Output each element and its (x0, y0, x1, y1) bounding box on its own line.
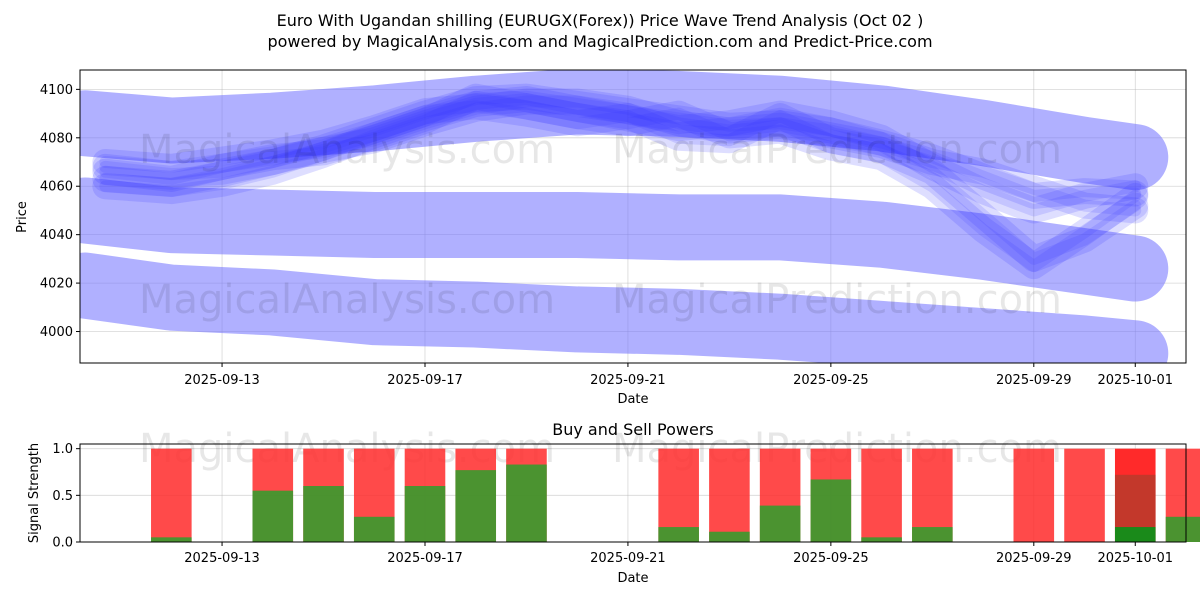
price-y-label: Price (15, 201, 30, 233)
power-x-tick-label: 2025-09-17 (387, 551, 463, 566)
price-y-tick-label: 4020 (40, 277, 73, 292)
sell-bar (1013, 448, 1055, 542)
price-y-tick-label: 4080 (40, 131, 73, 146)
power-x-tick-label: 2025-09-25 (793, 551, 869, 566)
price-x-tick-label: 2025-10-01 (1097, 373, 1173, 388)
figure-title-line2: powered by MagicalAnalysis.com and Magic… (267, 32, 932, 51)
price-x-ticks: 2025-09-13 2025-09-17 2025-09-21 2025-09-25… (184, 363, 1173, 388)
power-x-label: Date (617, 571, 648, 586)
price-wave-core-2 (99, 93, 1142, 217)
price-waves (92, 83, 1149, 280)
buy-bar (658, 527, 699, 542)
price-y-tick-label: 4000 (40, 325, 73, 340)
power-title: Buy and Sell Powers (552, 420, 714, 439)
price-y-tick-label: 4040 (40, 228, 73, 243)
price-y-tick-label: 4060 (40, 180, 73, 195)
price-wave-4 (92, 88, 1149, 224)
price-bands (80, 70, 1169, 363)
power-x-tick-label: 2025-09-29 (996, 551, 1072, 566)
buy-bar (252, 490, 294, 542)
sell-bar (658, 448, 699, 542)
buy-bar (353, 516, 395, 542)
price-x-tick-label: 2025-09-17 (387, 373, 463, 388)
power-y-tick-label: 0.0 (52, 536, 73, 551)
price-x-label: Date (617, 392, 648, 407)
price-wave-core-3 (99, 90, 1142, 273)
buy-bar (709, 531, 750, 542)
price-x-tick-label: 2025-09-29 (996, 373, 1072, 388)
sell-bar (709, 448, 750, 542)
watermark-prediction: MagicalPrediction.com (612, 127, 1062, 173)
watermark-analysis: MagicalAnalysis.com (139, 127, 555, 173)
price-band-2 (80, 252, 1169, 363)
buy-bar (506, 464, 547, 542)
price-wave-0 (92, 83, 1149, 209)
sell-bar (151, 448, 192, 542)
buy-bar (861, 537, 902, 542)
price-wave-core-4 (99, 95, 1142, 217)
sell-bar (861, 448, 902, 542)
power-bars (151, 448, 1200, 542)
buy-bar (151, 537, 192, 542)
price-y-tick-label: 4100 (40, 83, 73, 98)
buy-bar (1165, 516, 1200, 542)
price-wave-core-1 (99, 100, 1142, 265)
buy-bar (810, 479, 852, 542)
price-watermarks: MagicalAnalysis.com MagicalPrediction.co… (139, 127, 1062, 323)
buy-bar (404, 486, 446, 542)
price-axes-frame (79, 69, 1187, 364)
sell-bar (1064, 448, 1105, 542)
price-wave-3 (92, 83, 1149, 280)
price-y-ticks: 4000 4020 4040 4060 4080 4100 (40, 83, 80, 340)
power-y-ticks: 0.0 0.5 1.0 (52, 442, 80, 551)
price-band-1 (80, 177, 1169, 302)
price-x-tick-label: 2025-09-25 (793, 373, 869, 388)
power-x-tick-label: 2025-09-13 (184, 551, 260, 566)
figure-title-line1: Euro With Ugandan shilling (EURUGX(Forex… (277, 11, 924, 30)
price-wave-1 (92, 93, 1149, 272)
power-x-tick-label: 2025-10-01 (1097, 551, 1173, 566)
price-wave-2 (92, 86, 1149, 224)
power-x-ticks: 2025-09-13 2025-09-17 2025-09-21 2025-09-25… (184, 542, 1173, 566)
power-y-label: Signal Strength (27, 443, 42, 543)
buy-bar (455, 470, 497, 542)
power-y-tick-label: 0.5 (52, 489, 73, 504)
buy-bar (1114, 527, 1156, 542)
power-y-tick-label: 1.0 (52, 442, 73, 457)
power-x-tick-label: 2025-09-21 (590, 551, 666, 566)
power-axes-frame (79, 443, 1187, 543)
buy-bar (303, 486, 344, 542)
watermark-analysis-2: MagicalAnalysis.com (139, 277, 555, 323)
price-wave-core-0 (99, 90, 1142, 202)
price-x-tick-label: 2025-09-21 (590, 373, 666, 388)
buy-bar (912, 527, 953, 542)
buy-bar (759, 505, 801, 542)
sell-bar (912, 448, 953, 542)
price-band-0 (80, 70, 1169, 191)
price-x-tick-label: 2025-09-13 (184, 373, 260, 388)
watermark-prediction-2: MagicalPrediction.com (612, 277, 1062, 323)
